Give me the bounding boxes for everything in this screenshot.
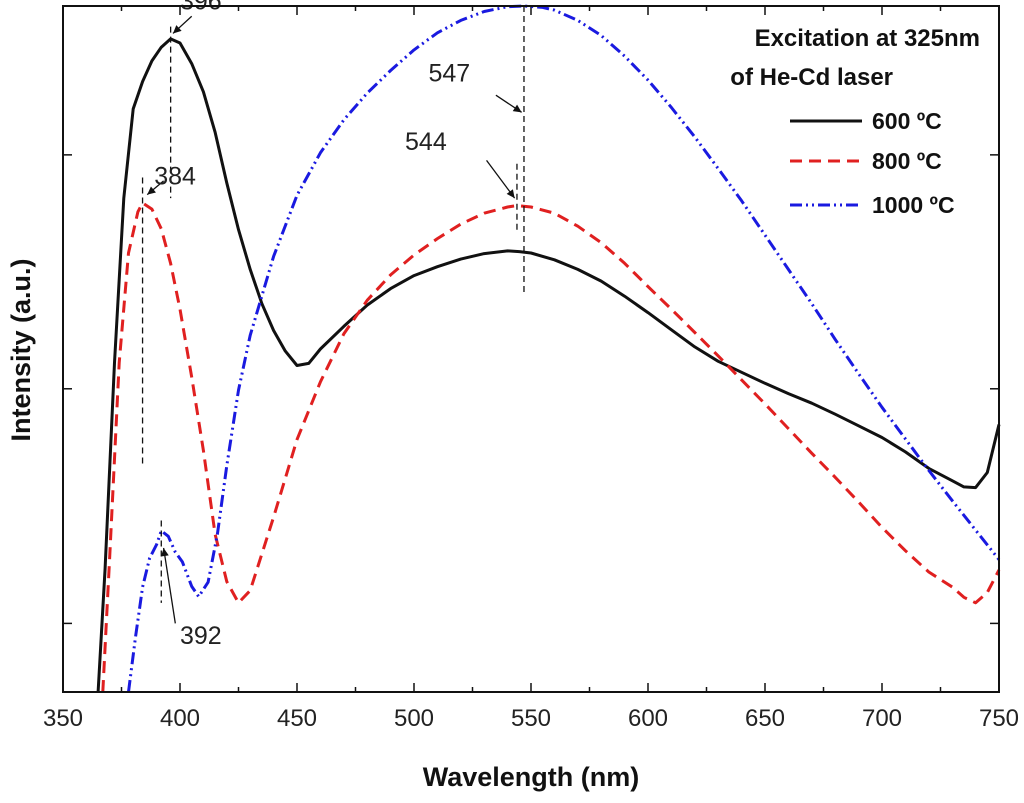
- axis-ticks: [62, 6, 1000, 692]
- series-line-800: [101, 201, 1001, 693]
- peak-label: 384: [154, 162, 196, 190]
- plot-frame: [62, 5, 1000, 693]
- x-tick-label: 700: [862, 705, 902, 732]
- annotation-arrowhead: [160, 547, 169, 557]
- annotation-arrowhead: [172, 25, 182, 34]
- x-tick-label: 600: [628, 705, 668, 732]
- annotation-layer: 396 384 392 544 547: [141, 0, 525, 650]
- series-line-600: [96, 37, 1001, 693]
- peak-label: 544: [405, 128, 447, 156]
- x-tick-label: 500: [394, 705, 434, 732]
- x-tick-label: 650: [745, 705, 785, 732]
- annotation-arrow: [162, 547, 176, 624]
- legend-label-600: 600 ºC: [872, 108, 942, 134]
- peak-label: 392: [180, 622, 222, 650]
- annotation-arrowhead: [147, 186, 156, 195]
- x-tick-labels: 350 400 450 500 550 600 650 700 750: [43, 705, 1019, 732]
- y-axis-title: Intensity (a.u.): [6, 258, 36, 441]
- x-axis-title: Wavelength (nm): [423, 762, 640, 792]
- series-line-1000: [127, 4, 1001, 693]
- legend: Excitation at 325nm of He-Cd laser 600 º…: [730, 25, 980, 218]
- x-tick-label: 550: [511, 705, 551, 732]
- peak-label: 547: [428, 59, 470, 87]
- legend-label-800: 800 ºC: [872, 148, 942, 174]
- legend-label-1000: 1000 ºC: [872, 192, 955, 218]
- legend-title-line-1: Excitation at 325nm: [755, 25, 980, 52]
- x-tick-label: 400: [160, 705, 200, 732]
- peak-label: 396: [180, 0, 222, 15]
- x-tick-label: 450: [277, 705, 317, 732]
- x-tick-label: 750: [979, 705, 1019, 732]
- annotation-arrowhead: [506, 189, 515, 199]
- series-layer: [96, 4, 1001, 693]
- x-tick-label: 350: [43, 705, 83, 732]
- annotation-arrowhead: [512, 104, 522, 113]
- legend-title-line-2: of He-Cd laser: [730, 64, 893, 91]
